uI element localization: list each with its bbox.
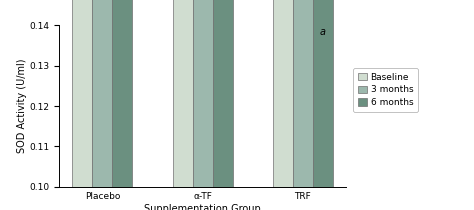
Bar (173, 0, 192, 187)
Bar (72, 0, 92, 187)
Bar (112, 0, 132, 187)
Bar (273, 0, 293, 187)
Y-axis label: SOD Activity (U/ml): SOD Activity (U/ml) (17, 59, 27, 153)
X-axis label: Supplementation Group: Supplementation Group (144, 203, 261, 210)
Bar (293, 0, 313, 187)
Bar (192, 0, 213, 187)
Bar (213, 0, 233, 187)
Bar (313, 0, 333, 187)
Bar (92, 0, 112, 187)
Text: a: a (320, 27, 326, 37)
Legend: Baseline, 3 months, 6 months: Baseline, 3 months, 6 months (354, 68, 418, 112)
